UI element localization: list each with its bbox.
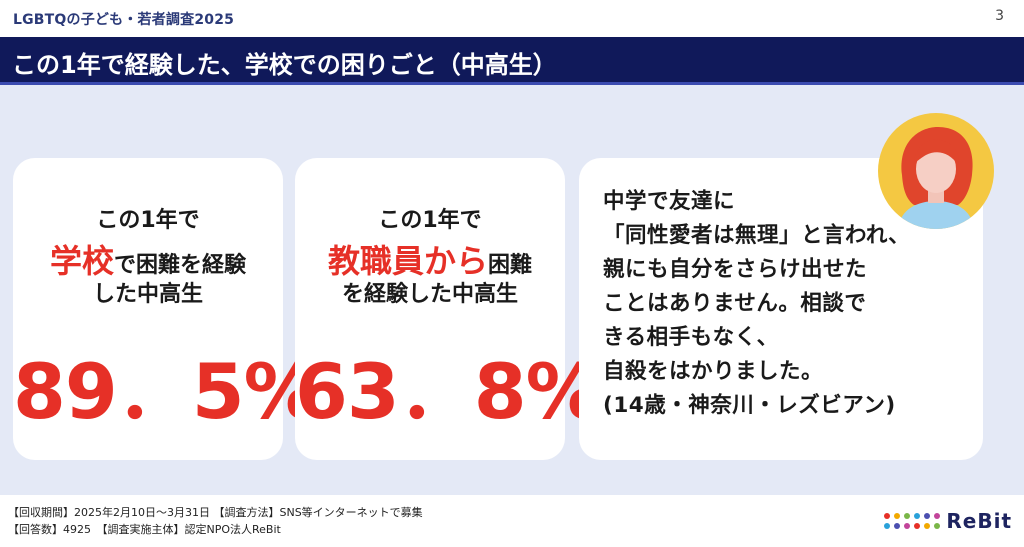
stat-value: 89．5% [13,347,320,436]
logo-dot [904,513,911,519]
logo-dot [914,523,921,529]
quote-line: ことはありません。相談で [603,291,867,316]
stat-label-line3: を経験した中高生 [341,282,518,307]
stat-label-rest: 困難 [488,253,533,278]
stat-label-emphasis: 学校 [49,242,114,280]
logo-dot [914,513,921,519]
stat-label-line2: 学校で困難を経験 [13,236,283,282]
logo-dot [934,513,941,519]
quote-attribution: (14歳・神奈川・レズビアン) [603,393,896,418]
logo-dot [894,513,901,519]
quote-line: 親にも自分をさらけ出せた [603,257,868,282]
survey-method-note: 【回収期間】2025年2月10日〜3月31日 【調査方法】SNS等インターネット… [8,506,423,519]
quote-line: 自殺をはかりました。 [603,359,824,384]
page-number: 3 [995,8,1004,24]
logo-dot [894,523,901,529]
logo-dot [884,513,891,519]
stat-label-emphasis: 教職員から [327,242,488,280]
logo-dot [904,523,911,529]
logo-dot [934,523,941,529]
page-title: この1年で経験した、学校での困りごと（中高生） [12,51,557,79]
survey-title: LGBTQの子ども・若者調査2025 [13,12,235,28]
quote-line: きる相手もなく、 [603,325,779,350]
avatar-illustration-icon [878,113,994,229]
stat-label-rest: で困難を経験 [114,253,247,278]
quote-line: 「同性愛者は無理」と言われ、 [603,223,911,248]
logo-text: ReBit [946,509,1012,533]
rebit-logo-icon [884,513,941,529]
stat-card-staff: この1年で 教職員から困難 を経験した中高生 63．8% [295,158,602,460]
stat-label-line3: した中高生 [92,282,203,307]
rebit-logo: ReBit [884,509,1012,533]
stat-card-school: この1年で 学校で困難を経験 した中高生 89．5% [13,158,320,460]
top-bar: LGBTQの子ども・若者調査2025 3 [0,0,1024,34]
stat-label-line1: この1年で [378,208,482,233]
logo-dot [924,523,931,529]
stat-label-line2: 教職員から困難 [295,236,565,282]
survey-sponsor-note: 【回答数】4925 【調査実施主体】認定NPO法人ReBit [8,523,281,536]
logo-dot [924,513,931,519]
stat-value: 63．8% [295,347,602,436]
quote-card: 中学で友達に 「同性愛者は無理」と言われ、 親にも自分をさらけ出せた ことはあり… [579,158,983,460]
content-area: この1年で 学校で困難を経験 した中高生 89．5% この1年で 教職員から困難… [0,85,1024,495]
stat-label-line1: この1年で [96,208,200,233]
footer: 【回収期間】2025年2月10日〜3月31日 【調査方法】SNS等インターネット… [0,495,1024,547]
quote-line: 中学で友達に [603,189,736,214]
logo-dot [884,523,891,529]
title-banner: この1年で経験した、学校での困りごと（中高生） [0,37,1024,85]
